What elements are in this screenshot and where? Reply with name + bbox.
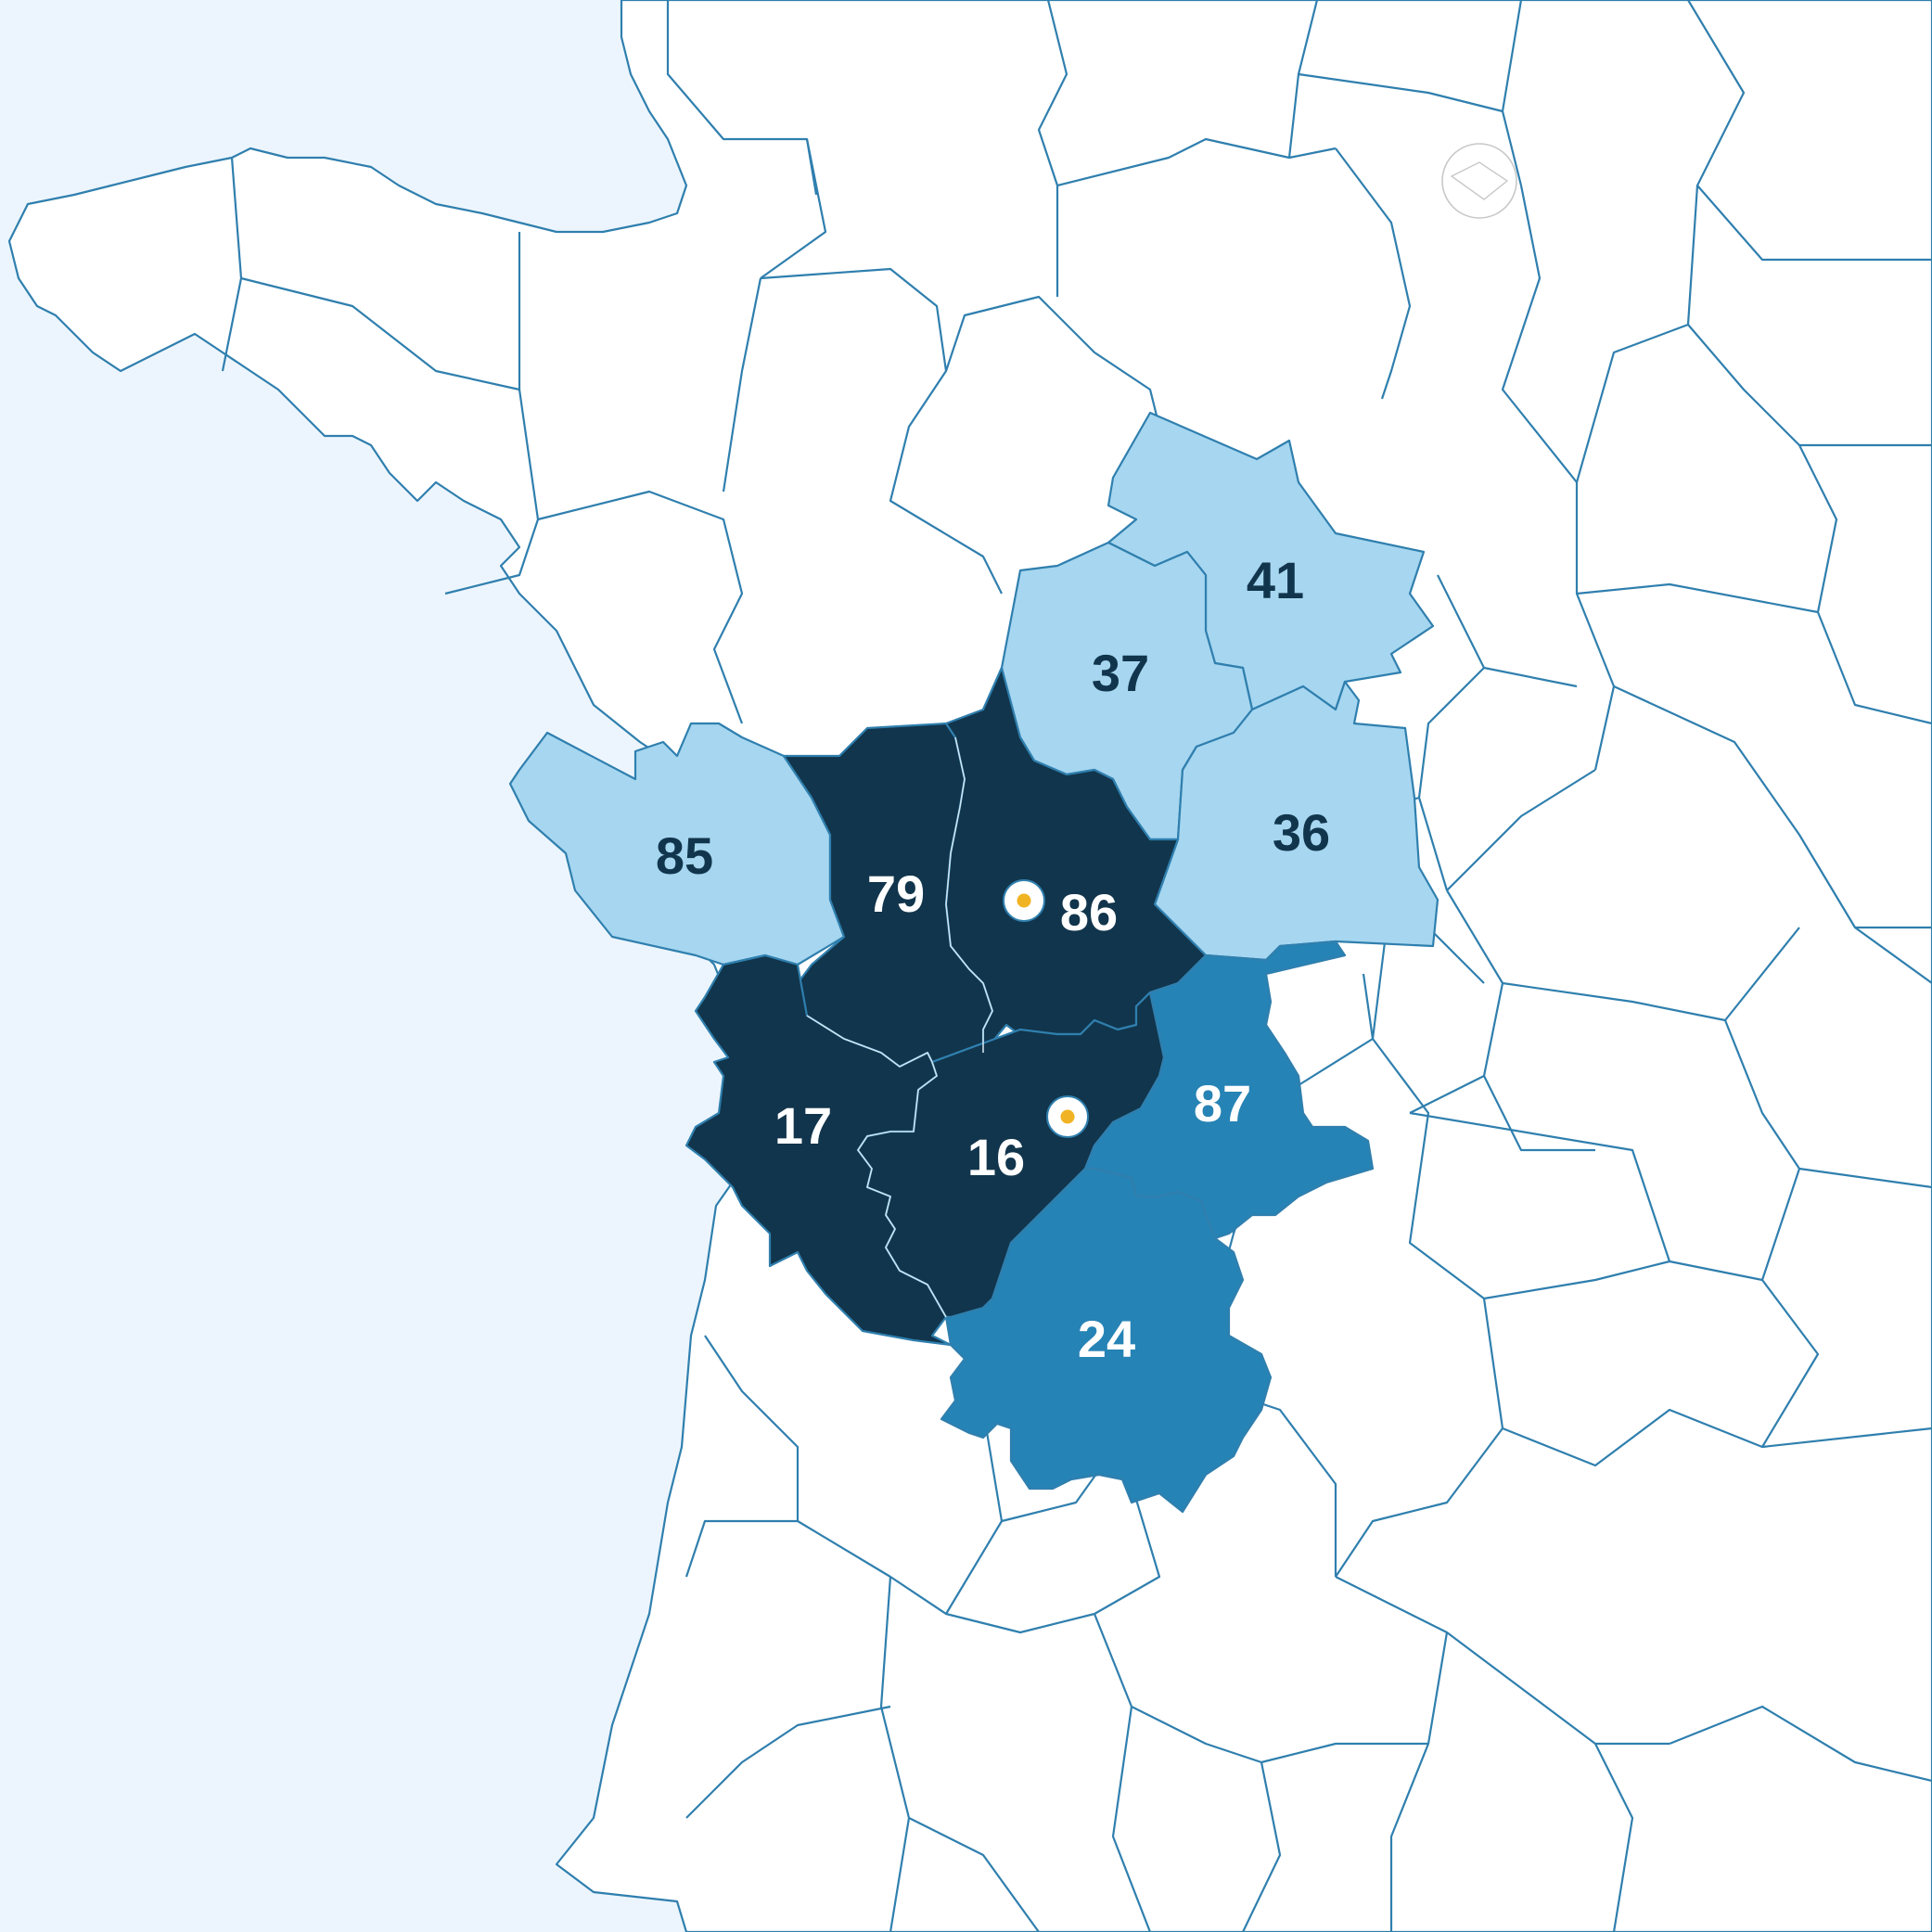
label-16: 16 [967,1128,1025,1186]
location-marker-icon[interactable] [1003,879,1045,922]
highlighted-borders [806,736,993,1318]
label-24: 24 [1078,1310,1135,1368]
label-86: 86 [1060,883,1118,941]
label-36: 36 [1273,803,1330,862]
department-36[interactable] [1153,680,1439,962]
highlighted-departments [508,411,1439,1514]
location-marker-icon[interactable] [1046,1095,1089,1138]
department-labels: 41 37 36 85 79 86 17 16 87 24 [656,551,1330,1368]
label-79: 79 [867,864,925,923]
label-41: 41 [1247,551,1304,609]
label-85: 85 [656,826,713,885]
label-37: 37 [1092,644,1149,702]
label-87: 87 [1194,1074,1251,1132]
department-87[interactable] [1083,940,1375,1240]
department-borders [221,0,1932,1932]
label-17: 17 [774,1096,832,1155]
paris-region [1441,143,1517,219]
department-24[interactable] [940,1167,1273,1514]
